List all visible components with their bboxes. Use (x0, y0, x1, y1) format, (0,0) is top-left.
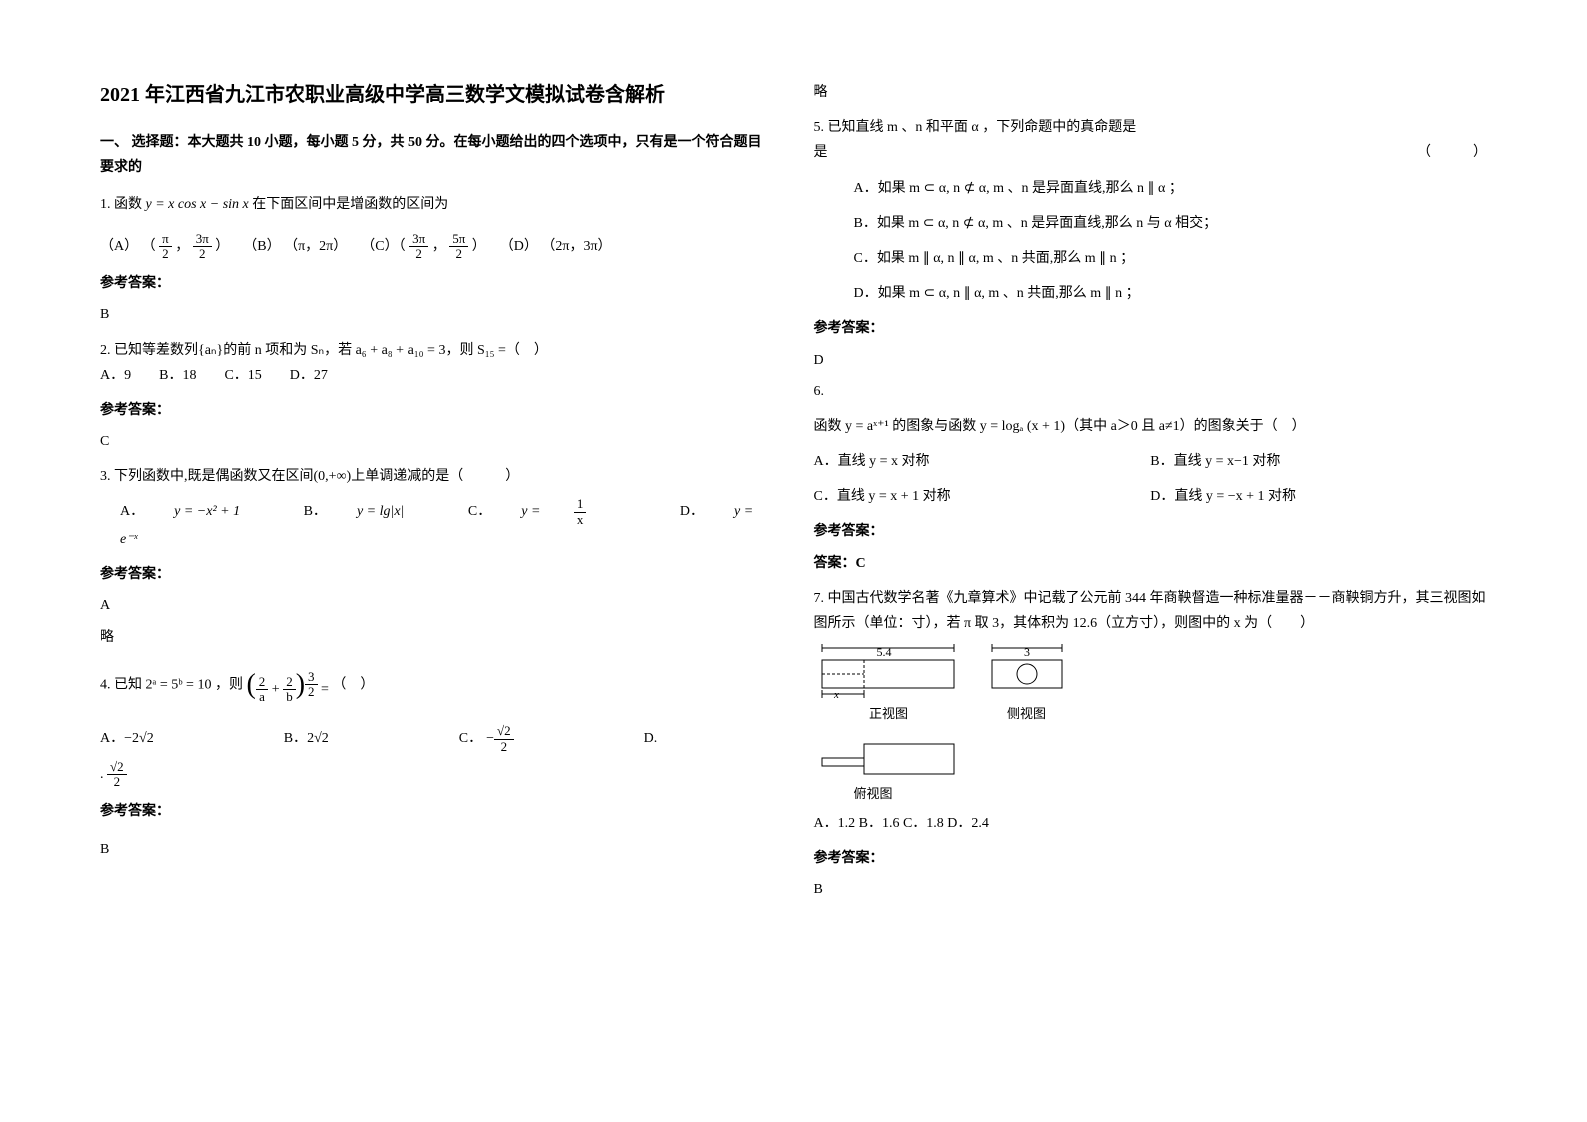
exam-title: 2021 年江西省九江市农职业高级中学高三数学文模拟试卷含解析 (100, 80, 774, 110)
q3-optA: y = −x² + 1 (174, 504, 240, 519)
q4-text-pre: 4. 已知 (100, 677, 142, 692)
q3-text: 3. 下列函数中,既是偶函数又在区间(0,+∞)上单调递减的是（ ） (100, 464, 774, 489)
q4-expr: (2a + 2b)32 = (246, 660, 328, 710)
q3-note: 略 (100, 625, 774, 650)
q6-ans: 答案：C (814, 551, 1488, 576)
svg-text:5.4: 5.4 (876, 645, 891, 659)
q5-ans: D (814, 348, 1488, 373)
front-view-svg: 5.4 x (814, 642, 964, 700)
q6-num: 6. (814, 379, 1488, 404)
q1-optC-post: ） (472, 239, 486, 254)
side-view-label: 侧视图 (982, 702, 1072, 725)
q1-3pi-2b: 3π2 (409, 232, 428, 262)
section-1-header: 一、 选择题：本大题共 10 小题，每小题 5 分，共 50 分。在每小题给出的… (100, 130, 774, 180)
q1-optC-mid: ， (432, 239, 446, 254)
q2-text: 2. 已知等差数列{aₙ}的前 n 项和为 Sₙ，若 a₆ + a₈ + a₁₀… (100, 338, 774, 363)
side-view-svg: 3 (982, 642, 1072, 700)
q7-opts: A．1.2 B．1.6 C．1.8 D．2.4 (814, 811, 1488, 836)
q6-optC: C．直线 y = x + 1 对称 (814, 484, 1151, 509)
q4-optA: −2√2 (124, 726, 154, 751)
svg-text:x: x (833, 689, 839, 700)
q1-optA-pre: （A） （ (100, 239, 156, 254)
q6-optB: B．直线 y = x−1 对称 (1150, 449, 1487, 474)
q3-optC-label: C． (468, 504, 491, 519)
q5-text-pre: 5. 已知直线 m 、n 和平面 α ，下列命题中的真命题是 (814, 115, 1488, 140)
q2-opts: A．9 B．18 C．15 D．27 (100, 363, 774, 388)
q1-optC-pre: （C）（ (361, 239, 405, 254)
q3-optA-label: A． (120, 504, 144, 519)
q5-ans-label: 参考答案： (814, 316, 1488, 341)
q4-optC-label: C． (459, 726, 482, 751)
front-view-label: 正视图 (814, 702, 964, 725)
question-4: 4. 已知 2ᵃ = 5ᵇ = 10 ，则 (2a + 2b)32 = （ ） … (100, 660, 774, 790)
q1-formula: y = x cos x − sin x (146, 197, 249, 212)
question-6: 函数 y = aˣ⁺¹ 的图象与函数 y = logₐ (x + 1)（其中 a… (814, 414, 1488, 510)
q4-optB: 2√2 (307, 726, 329, 751)
q1-ans-label: 参考答案： (100, 271, 774, 296)
q3-optB: y = lg|x| (357, 504, 404, 519)
q4-optC-frac: √22 (494, 724, 514, 754)
svg-text:3: 3 (1024, 645, 1030, 659)
q2-ans-label: 参考答案： (100, 398, 774, 423)
q3-ans: A (100, 593, 774, 618)
q1-ans: B (100, 302, 774, 327)
front-view: 5.4 x 正视图 (814, 642, 964, 725)
q4-text-mid: ，则 (215, 677, 243, 692)
q3-optD-label: D． (680, 504, 704, 519)
right-column: 略 5. 已知直线 m 、n 和平面 α ，下列命题中的真命题是 是 （ ） A… (814, 80, 1488, 909)
top-view: 俯视图 (814, 738, 1488, 805)
q7-text: 7. 中国古代数学名著《九章算术》中记载了公元前 344 年商鞅督造一种标准量器… (814, 586, 1488, 636)
q3-optC-frac: 1x (574, 497, 617, 527)
q5-optD: D．如果 m ⊂ α, n ∥ α, m 、n 共面,那么 m ∥ n ； (854, 281, 1488, 306)
q7-ans-label: 参考答案： (814, 846, 1488, 871)
side-view: 3 侧视图 (982, 642, 1072, 725)
q4-eq: 2ᵃ = 5ᵇ = 10 (146, 677, 212, 692)
q1-text-post: 在下面区间中是增函数的区间为 (252, 197, 448, 212)
q1-pi-2: π2 (159, 232, 172, 262)
q4-optD-frac: √22 (107, 760, 127, 790)
q4-ans-label: 参考答案： (100, 799, 774, 824)
q3-optB-label: B． (304, 504, 327, 519)
q1-5pi-2: 5π2 (449, 232, 468, 262)
q2-ans: C (100, 429, 774, 454)
question-1: 1. 函数 y = x cos x − sin x 在下面区间中是增函数的区间为… (100, 192, 774, 261)
q6-ans-label: 参考答案： (814, 519, 1488, 544)
question-5: 5. 已知直线 m 、n 和平面 α ，下列命题中的真命题是 是 （ ） A．如… (814, 115, 1488, 306)
question-3: 3. 下列函数中,既是偶函数又在区间(0,+∞)上单调递减的是（ ） A． y =… (100, 464, 774, 552)
q1-text-pre: 1. 函数 (100, 197, 142, 212)
q1-3pi-2: 3π2 (193, 232, 212, 262)
q4-ans: B (100, 837, 774, 862)
q4-text-post: （ ） (332, 677, 374, 692)
q5-paren: （ ） (1417, 140, 1487, 165)
q1-optD: （D） （2π，3π） (500, 239, 612, 254)
q6-text: 函数 y = aˣ⁺¹ 的图象与函数 y = logₐ (x + 1)（其中 a… (814, 414, 1488, 439)
q5-optB: B．如果 m ⊂ α, n ⊄ α, m 、n 是异面直线,那么 n 与 α 相… (854, 211, 1488, 236)
q3-ans-label: 参考答案： (100, 562, 774, 587)
top-view-label: 俯视图 (854, 782, 1488, 805)
q5-optC: C．如果 m ∥ α, n ∥ α, m 、n 共面,那么 m ∥ n ； (854, 246, 1488, 271)
left-column: 2021 年江西省九江市农职业高级中学高三数学文模拟试卷含解析 一、 选择题：本… (100, 80, 774, 909)
q1-optA-post: ） (215, 239, 229, 254)
q6-optA: A．直线 y = x 对称 (814, 449, 1151, 474)
q4-note: 略 (814, 80, 1488, 105)
top-view-svg (814, 738, 964, 780)
q6-optD: D．直线 y = −x + 1 对称 (1150, 484, 1487, 509)
question-7: 7. 中国古代数学名著《九章算术》中记载了公元前 344 年商鞅督造一种标准量器… (814, 586, 1488, 836)
q7-ans: B (814, 877, 1488, 902)
question-2: 2. 已知等差数列{aₙ}的前 n 项和为 Sₙ，若 a₆ + a₈ + a₁₀… (100, 338, 774, 388)
q1-optA-mid: ， (175, 239, 189, 254)
q4-optB-label: B． (284, 726, 307, 751)
q5-optA: A．如果 m ⊂ α, n ⊄ α, m 、n 是异面直线,那么 n ∥ α ； (854, 176, 1488, 201)
q4-optA-label: A． (100, 726, 124, 751)
q1-optB: （B） （π，2π） (243, 239, 347, 254)
q4-optD-label: D. (644, 726, 658, 751)
